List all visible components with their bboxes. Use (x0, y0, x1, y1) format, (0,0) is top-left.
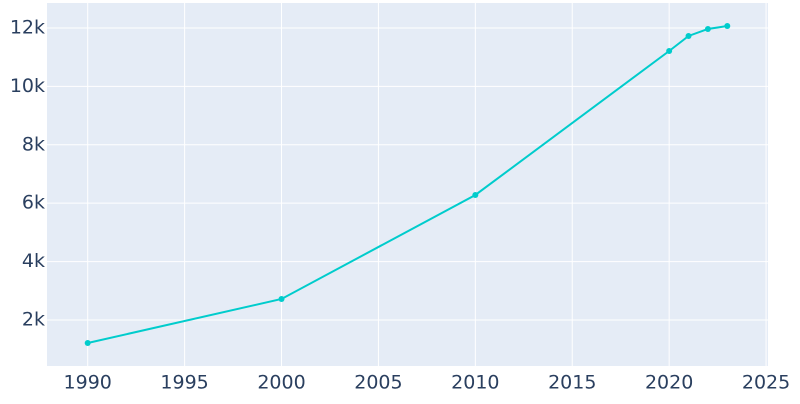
x-tick-label: 1990 (64, 372, 112, 394)
point (278, 295, 285, 302)
x-tick-label: 1995 (160, 372, 208, 394)
y-tick-label: 2k (22, 308, 45, 330)
y-tick-label: 10k (10, 75, 45, 97)
x-tick-label: 2015 (548, 372, 596, 394)
x-tick-label: 2005 (354, 372, 402, 394)
y-tick-label: 12k (10, 16, 45, 38)
plot-area (47, 3, 768, 366)
point (704, 25, 711, 32)
x-tick-label: 2000 (257, 372, 305, 394)
x-tick-label: 2020 (645, 372, 693, 394)
y-tick-label: 8k (22, 133, 45, 155)
x-tick-label: 2010 (451, 372, 499, 394)
x-tick-label: 2025 (742, 372, 790, 394)
point (724, 23, 731, 30)
point (685, 32, 692, 39)
y-tick-label: 6k (22, 192, 45, 214)
y-tick-label: 4k (22, 250, 45, 272)
point (84, 339, 91, 346)
point (666, 48, 673, 55)
point (472, 191, 479, 198)
